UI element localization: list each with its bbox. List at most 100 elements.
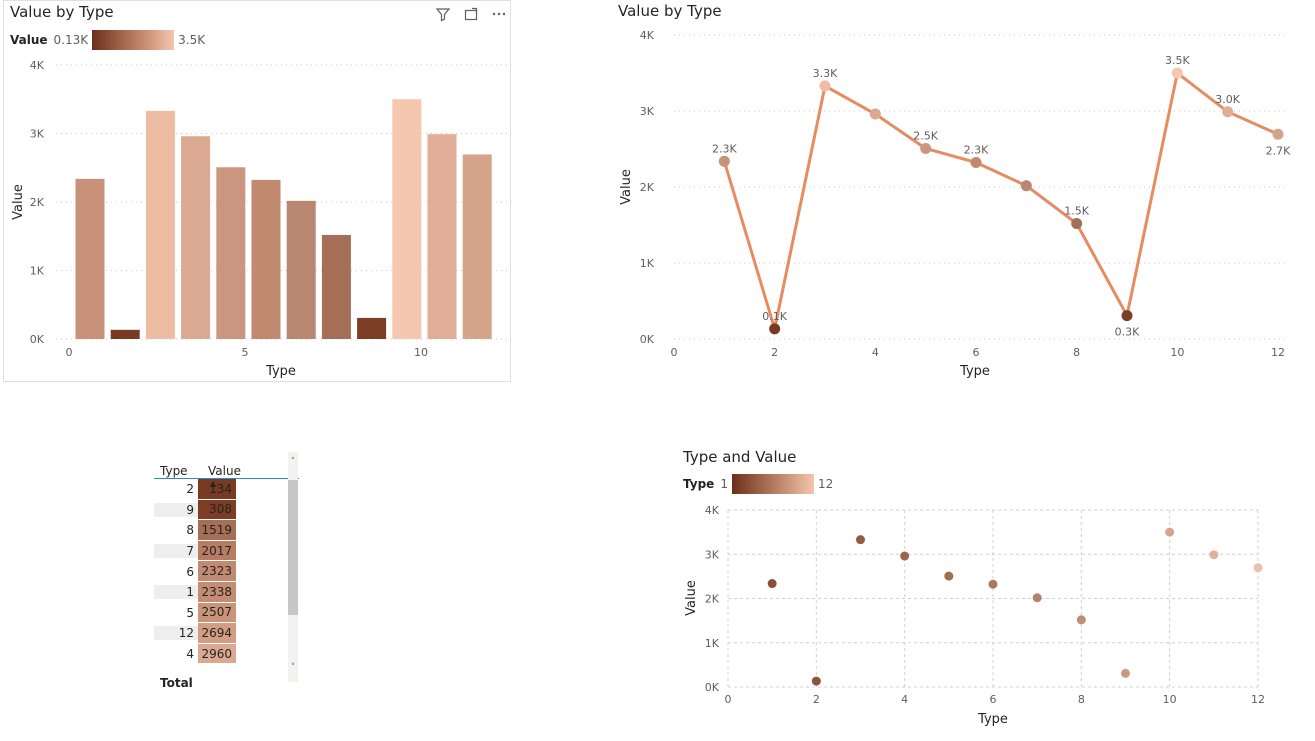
x-axis-title: Type	[977, 712, 1008, 727]
legend-title: Type	[683, 477, 715, 491]
data-point	[811, 676, 821, 686]
x-tick-label: 10	[414, 346, 428, 359]
scatter-chart-visual[interactable]: Type and Value Type 1 12	[678, 445, 1278, 735]
column-header-value[interactable]: Value ▲	[204, 464, 252, 488]
bar	[392, 99, 422, 339]
cell-value: 2323	[198, 561, 236, 582]
x-tick-label: 8	[1073, 346, 1080, 359]
cell-type: 5	[186, 605, 194, 620]
y-tick-label: 2K	[705, 593, 720, 606]
scatter-chart-title: Type and Value	[683, 448, 797, 466]
data-point	[718, 155, 730, 167]
data-label: 0.1K	[762, 310, 787, 323]
y-tick-label: 0K	[640, 333, 655, 346]
legend-title: Value	[10, 33, 48, 47]
table-row[interactable]: 8 1519	[154, 520, 299, 541]
y-tick-label: 4K	[640, 29, 655, 42]
data-point	[869, 108, 881, 120]
legend-max: 12	[817, 477, 834, 491]
x-tick-label: 2	[771, 346, 778, 359]
x-tick-label: 6	[990, 693, 997, 706]
x-tick-label: 12	[1251, 693, 1265, 706]
x-tick-label: 0	[671, 346, 678, 359]
table-row[interactable]: 5 2507	[154, 602, 299, 624]
data-point	[944, 571, 954, 581]
data-point	[1121, 310, 1133, 322]
cell-value: 2507	[198, 602, 236, 624]
table-row[interactable]: 6 2323	[154, 561, 299, 582]
table-row[interactable]: 2 134	[154, 479, 299, 500]
x-tick-label: 10	[1170, 346, 1184, 359]
data-point	[819, 80, 831, 92]
filter-icon[interactable]	[434, 5, 452, 23]
data-point	[769, 323, 781, 335]
cell-value: 2694	[198, 623, 236, 644]
table-row[interactable]: 9 308	[154, 499, 299, 521]
table-row[interactable]: 4 2960	[154, 643, 299, 665]
bar	[75, 178, 105, 339]
legend-gradient	[92, 30, 175, 50]
x-axis-title: Type	[959, 364, 990, 379]
y-tick-label: 3K	[640, 105, 655, 118]
y-tick-label: 3K	[705, 548, 720, 561]
data-point	[1253, 563, 1263, 573]
y-tick-label: 1K	[30, 265, 45, 278]
data-point	[900, 551, 910, 561]
bar-chart-visual[interactable]: Value by Type Value 0.13K 3.5K	[3, 0, 511, 382]
data-label: 3.0K	[1215, 93, 1240, 106]
bar	[321, 234, 351, 339]
focus-mode-icon[interactable]	[462, 5, 480, 23]
cell-type: 6	[186, 564, 194, 579]
data-point	[1121, 668, 1130, 678]
y-tick-label: 4K	[705, 504, 720, 517]
data-label: 3.3K	[813, 67, 838, 80]
scatter-color-legend: Type 1 12	[683, 474, 833, 494]
data-point	[1076, 615, 1086, 625]
table-row[interactable]: 12 2694	[154, 623, 299, 644]
y-axis-title: Value	[619, 169, 634, 205]
scroll-down-icon[interactable]: ˅	[290, 663, 296, 673]
cell-type: 7	[154, 544, 198, 559]
cell-type: 8	[186, 523, 194, 538]
line-chart-plot: 0K 1K 2K 3K 4K 0 2 4 6 8 10 12 2.3K 0.1K 3.3K 2.5K 2.3K 1…	[619, 29, 1291, 379]
column-header-type[interactable]: Type	[160, 464, 188, 478]
bar-color-legend: Value 0.13K 3.5K	[10, 30, 205, 50]
data-label: 1.5K	[1064, 205, 1089, 218]
x-tick-label: 0	[66, 346, 73, 359]
legend-gradient	[731, 474, 814, 494]
y-tick-label: 4K	[30, 59, 45, 72]
bar	[286, 200, 316, 339]
table-total-label: Total	[160, 676, 193, 690]
x-tick-label: 4	[872, 346, 879, 359]
data-label: 2.3K	[712, 142, 737, 155]
type-value-table[interactable]: Type Value ▲ 2 134 9 308 8 1519 7 2017 6 2323 1 233…	[154, 452, 299, 665]
table-row[interactable]: 1 2338	[154, 581, 299, 603]
cell-type: 1	[154, 585, 198, 600]
column-header-value-label: Value	[208, 464, 241, 478]
y-tick-label: 1K	[705, 637, 720, 650]
bar-chart-title: Value by Type	[10, 3, 114, 21]
cell-value: 2338	[198, 581, 236, 603]
data-point	[1272, 128, 1284, 140]
x-tick-label: 2	[813, 693, 820, 706]
line-chart-visual[interactable]: Value by Type	[612, 0, 1302, 382]
legend-min: 1	[720, 477, 728, 491]
more-options-icon[interactable]	[490, 5, 508, 23]
bar	[462, 154, 492, 339]
data-label: 3.5K	[1165, 54, 1190, 67]
scroll-up-icon[interactable]: ˄	[290, 457, 296, 467]
bar	[357, 317, 387, 339]
data-point	[767, 579, 777, 589]
table-row[interactable]: 7 2017	[154, 540, 299, 562]
bar	[427, 134, 457, 339]
table-scrollbar[interactable]: ˄ ˅	[288, 452, 298, 682]
scroll-thumb[interactable]	[288, 480, 298, 615]
y-axis-title: Value	[11, 184, 26, 220]
y-tick-label: 2K	[30, 196, 45, 209]
y-tick-label: 0K	[705, 681, 720, 694]
x-tick-label: 4	[901, 693, 908, 706]
data-point	[1032, 593, 1042, 603]
data-label: 2.3K	[964, 143, 989, 156]
data-point	[1209, 550, 1219, 560]
legend-max: 3.5K	[178, 33, 206, 47]
